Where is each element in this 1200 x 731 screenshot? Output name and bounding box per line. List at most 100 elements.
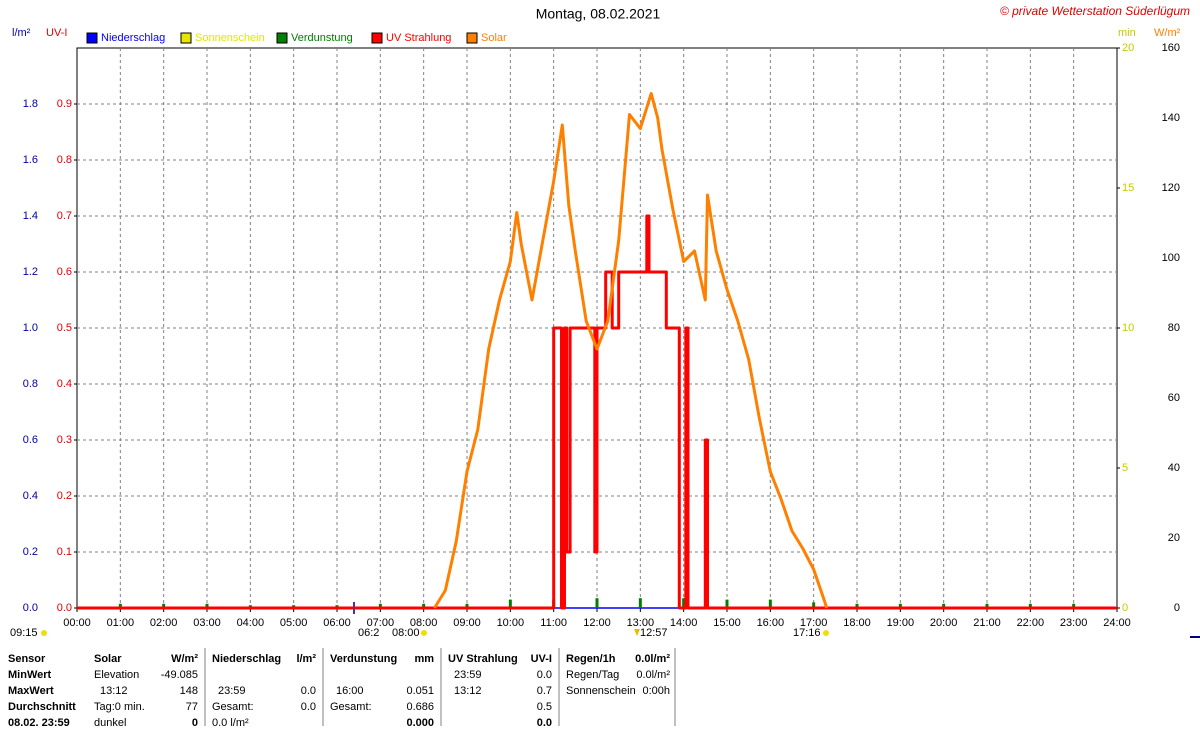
- legend-swatch: [86, 32, 98, 44]
- x-tick-label: 22:00: [1017, 617, 1045, 629]
- y-tick-label: 0.0: [23, 602, 38, 614]
- table-cell: 16:00: [336, 685, 364, 697]
- table-cell: 0.051: [406, 685, 434, 697]
- table-header: l/m²: [296, 653, 316, 665]
- uv-tick-label: 0.8: [57, 154, 72, 166]
- y3-tick-label: 100: [1162, 252, 1180, 264]
- x-tick-label: 07:00: [367, 617, 395, 629]
- y3-tick-label: 140: [1162, 112, 1180, 124]
- table-cell: Sonnenschein: [566, 685, 636, 697]
- x-tick-label: 24:00: [1103, 617, 1131, 629]
- axis-label-left: l/m²: [12, 27, 31, 39]
- evaporation-bar: [465, 603, 469, 608]
- x-tick-label: 23:00: [1060, 617, 1088, 629]
- uv-tick-label: 0.9: [57, 98, 72, 110]
- uv-tick-label: 0.0: [57, 602, 72, 614]
- legend-swatch: [371, 32, 383, 44]
- x-tick-label: 05:00: [280, 617, 308, 629]
- table-cell: Gesamt:: [212, 701, 254, 713]
- evaporation-bar: [118, 603, 122, 608]
- legend-label: Verdunstung: [291, 32, 353, 44]
- time-marker: 09:15: [10, 627, 38, 639]
- x-tick-label: 03:00: [193, 617, 221, 629]
- noon-marker: [634, 629, 640, 636]
- x-tick-label: 02:00: [150, 617, 178, 629]
- y-tick-label: 0.8: [23, 378, 38, 390]
- y3-tick-label: 60: [1168, 392, 1180, 404]
- table-cell: Durchschnitt: [8, 701, 76, 713]
- table-cell: Tag:0 min.: [94, 701, 145, 713]
- y3-tick-label: 0: [1174, 602, 1180, 614]
- legend-swatch: [466, 32, 478, 44]
- table-header: UV Strahlung: [448, 653, 518, 665]
- y3-tick-label: 160: [1162, 42, 1180, 54]
- time-marker: 12:57: [640, 627, 668, 639]
- evaporation-bar: [638, 598, 642, 608]
- table-cell: 0.0l/m²: [636, 669, 670, 681]
- x-tick-label: 11:00: [540, 617, 567, 629]
- y-tick-label: 1.6: [23, 154, 38, 166]
- y-tick-label: 0.2: [23, 546, 38, 558]
- table-cell: 23:59: [454, 669, 482, 681]
- x-tick-label: 18:00: [843, 617, 871, 629]
- table-header: Verdunstung: [330, 653, 397, 665]
- evaporation-bar: [162, 603, 166, 608]
- table-cell: 77: [186, 701, 198, 713]
- table-cell: Gesamt:: [330, 701, 372, 713]
- table-cell: 13:12: [100, 685, 128, 697]
- sun-icon: [421, 630, 427, 636]
- y3-tick-label: 80: [1168, 322, 1180, 334]
- table-header: Sensor: [8, 653, 46, 665]
- evaporation-bar: [942, 603, 946, 608]
- x-tick-label: 17:00: [800, 617, 828, 629]
- table-cell: 13:12: [454, 685, 482, 697]
- evaporation-bar: [855, 603, 859, 608]
- uv-tick-label: 0.1: [57, 546, 72, 558]
- table-header: Regen/1h: [566, 653, 616, 665]
- y2-tick-label: 10: [1122, 322, 1134, 334]
- evaporation-bar: [1072, 603, 1076, 608]
- y2-tick-label: 15: [1122, 182, 1134, 194]
- legend-swatch: [180, 32, 192, 44]
- x-tick-label: 00:00: [63, 617, 91, 629]
- table-header: Niederschlag: [212, 653, 281, 665]
- x-tick-label: 04:00: [237, 617, 265, 629]
- legend-label: Niederschlag: [101, 32, 165, 44]
- y3-tick-label: 120: [1162, 182, 1180, 194]
- table-cell: 23:59: [218, 685, 246, 697]
- y-tick-label: 1.2: [23, 266, 38, 278]
- table-cell: 0.0: [537, 669, 552, 681]
- chart-title: Montag, 08.02.2021: [536, 6, 661, 22]
- table-cell: 0.0 l/m²: [212, 717, 249, 726]
- x-tick-label: 21:00: [973, 617, 1001, 629]
- table-header: Solar: [94, 653, 122, 665]
- series-line: [77, 214, 1117, 610]
- table-cell: MaxWert: [8, 685, 54, 697]
- uv-tick-label: 0.3: [57, 434, 72, 446]
- table-header: 0.0l/m²: [635, 653, 670, 665]
- y-tick-label: 0.6: [23, 434, 38, 446]
- table-cell: 0.0: [301, 685, 316, 697]
- evaporation-bar: [1028, 603, 1032, 608]
- uv-tick-label: 0.4: [57, 378, 72, 390]
- table-cell: MinWert: [8, 669, 52, 681]
- evaporation-bar: [985, 603, 989, 608]
- sun-icon: [41, 630, 47, 636]
- table-cell: dunkel: [94, 717, 126, 726]
- time-marker: 17:16: [793, 627, 821, 639]
- evaporation-bar: [898, 603, 902, 608]
- evaporation-bar: [682, 598, 686, 608]
- uv-tick-label: 0.2: [57, 490, 72, 502]
- legend-swatch: [276, 32, 288, 44]
- legend-label: UV Strahlung: [386, 32, 451, 44]
- table-header: mm: [414, 653, 434, 665]
- x-tick-label: 19:00: [887, 617, 915, 629]
- table-cell: 0.0: [537, 717, 552, 726]
- table-cell: 0.0: [301, 701, 316, 713]
- evaporation-bar: [725, 599, 729, 608]
- evaporation-bar: [205, 603, 209, 608]
- x-tick-label: 01:00: [107, 617, 135, 629]
- credit: © private Wetterstation Süderlügum: [1000, 4, 1190, 18]
